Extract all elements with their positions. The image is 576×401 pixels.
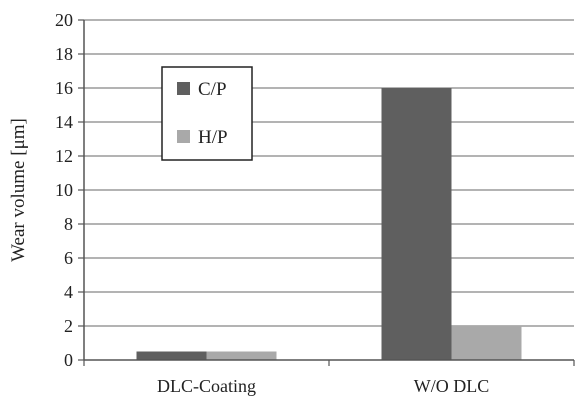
y-tick-label: 4	[64, 282, 73, 302]
axes	[83, 20, 575, 366]
legend-swatch	[177, 82, 190, 95]
y-tick-label: 14	[55, 112, 73, 132]
y-tick-labels: 0 2 4 6 8 10 12 14 16 18 20	[55, 10, 84, 370]
y-axis-title: Wear volume [μm]	[8, 118, 29, 262]
y-tick-label: 2	[64, 316, 73, 336]
bar	[136, 351, 207, 360]
bar	[381, 88, 452, 360]
bar	[206, 351, 277, 360]
legend-swatch	[177, 130, 190, 143]
bars	[136, 88, 522, 360]
y-tick-label: 10	[55, 180, 73, 200]
y-tick-label: 0	[64, 350, 73, 370]
x-tick-label: W/O DLC	[414, 376, 490, 396]
gridlines	[84, 19, 574, 327]
y-tick-label: 20	[55, 10, 73, 30]
legend-label: H/P	[198, 127, 228, 148]
bar	[451, 326, 522, 360]
legend-label: C/P	[198, 79, 227, 100]
x-tick-label: DLC-Coating	[157, 376, 256, 396]
y-tick-label: 16	[55, 78, 73, 98]
y-tick-label: 8	[64, 214, 73, 234]
legend: C/P H/P	[161, 66, 253, 161]
x-tick-labels: DLC-Coating W/O DLC	[157, 376, 489, 396]
y-tick-label: 6	[64, 248, 73, 268]
y-tick-label: 18	[55, 44, 73, 64]
y-tick-label: 12	[55, 146, 73, 166]
